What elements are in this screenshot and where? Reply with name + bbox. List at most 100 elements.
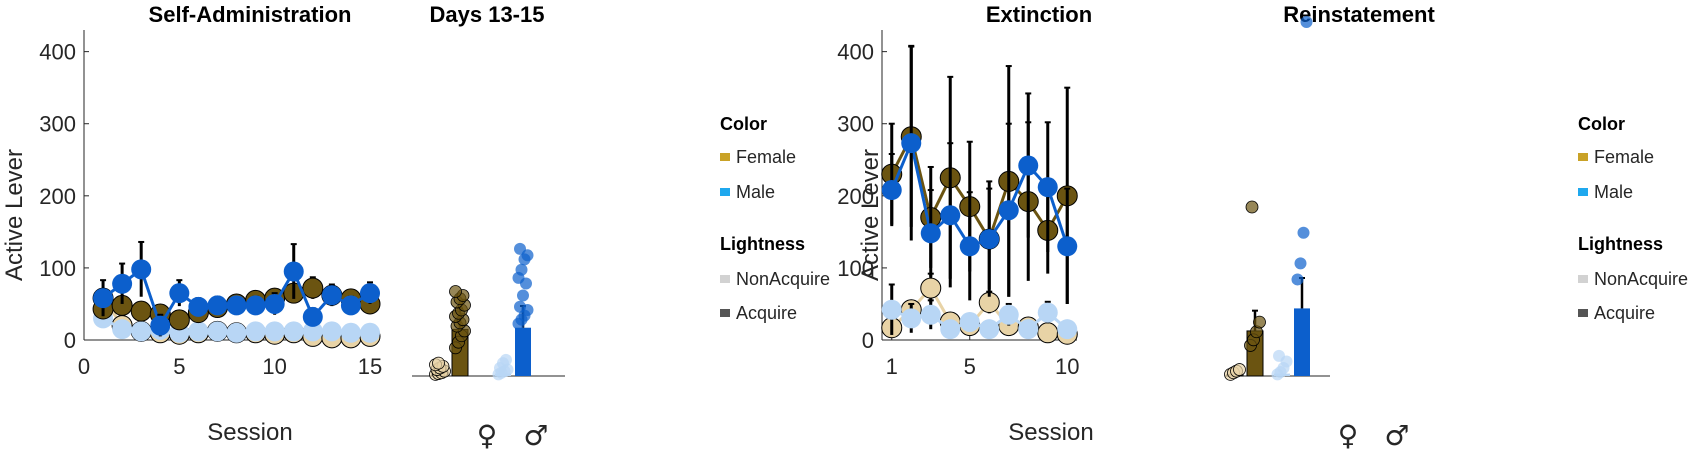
data-point: [321, 321, 342, 342]
data-point: [302, 321, 323, 342]
data-point: [901, 308, 922, 329]
point-male-nonacquire: [1273, 349, 1285, 362]
y-tick-label-self-admin: 400: [39, 40, 76, 65]
data-point: [169, 283, 190, 304]
data-point: [940, 205, 961, 226]
title-self-administration: Self-Administration: [149, 2, 352, 27]
point-male-acquire: [514, 242, 526, 255]
y-tick-label-extinction: 200: [837, 184, 874, 209]
legend-lightness-title: Lightness: [720, 234, 805, 254]
point-female-nonacquire: [1233, 363, 1246, 376]
y-tick-label-extinction: 0: [862, 328, 874, 353]
point-male-acquire: [515, 263, 528, 276]
data-point: [131, 321, 152, 342]
data-point: [920, 223, 941, 244]
point-female-acquire: [1253, 315, 1266, 329]
data-point: [940, 319, 961, 340]
series-male-nonacquire-extinction: [881, 283, 1078, 340]
title-days-13-15: Days 13-15: [430, 2, 545, 27]
series-male-acquire-extinction: [881, 44, 1078, 304]
data-point: [93, 288, 114, 309]
point-male-acquire: [1294, 257, 1307, 270]
data-point: [1037, 177, 1058, 198]
panel-self-admin: 0 100 200 300 400 0 5 10 15: [39, 30, 382, 379]
data-point: [979, 319, 1000, 340]
legend-female-label: Female: [1594, 147, 1654, 167]
title-extinction: Extinction: [986, 2, 1092, 27]
data-point: [1037, 322, 1059, 344]
x-tick-label-extinction: 1: [886, 354, 898, 379]
panel-reinstatement: [1224, 15, 1330, 381]
data-point: [1018, 155, 1039, 176]
x-tick-label-self-admin: 15: [358, 354, 382, 379]
point-male-nonacquire: [500, 353, 512, 366]
point-female-nonacquire: [432, 356, 445, 370]
data-point: [130, 300, 152, 322]
legend-acquire-label: Acquire: [736, 303, 797, 323]
data-point: [188, 321, 209, 342]
legend-color-title: Color: [720, 114, 767, 134]
data-point: [1018, 319, 1039, 340]
data-point: [959, 236, 980, 257]
series-line: [890, 132, 1069, 243]
legend-male-label: Male: [736, 182, 775, 202]
legend-acquire-swatch: [720, 309, 730, 317]
legend-nonacquire-swatch: [720, 275, 730, 283]
x-tick-label-extinction: 10: [1055, 354, 1079, 379]
data-point: [188, 296, 209, 317]
xlabel-extinction: Session: [1008, 419, 1093, 446]
y-tick-label-self-admin: 100: [39, 256, 76, 281]
legend-female-label: Female: [736, 147, 796, 167]
y-tick-label-self-admin: 0: [64, 328, 76, 353]
legend-lightness-title: Lightness: [1578, 234, 1663, 254]
ylabel-self-administration: Active Lever: [1, 149, 28, 281]
bar-male-acquire: [515, 327, 531, 376]
data-point: [302, 277, 324, 299]
legend-male-swatch: [1578, 188, 1588, 196]
category-male-reinstatement: ♂: [1384, 419, 1409, 452]
data-point: [283, 321, 304, 342]
data-point: [264, 293, 285, 314]
y-tick-label-extinction: 300: [837, 112, 874, 137]
legend-male-label: Male: [1594, 182, 1633, 202]
panel-extinction: 0 100 200 300 400 1 5 10: [837, 30, 1079, 379]
data-point: [360, 283, 380, 304]
data-point: [302, 306, 323, 327]
data-point: [881, 299, 902, 320]
data-point: [131, 259, 152, 280]
point-female-acquire: [1245, 200, 1259, 214]
legend-color-title: Color: [1578, 114, 1625, 134]
panel-days-13-15: [412, 242, 565, 381]
series-line: [890, 138, 1069, 249]
xlabel-self-administration: Session: [207, 419, 292, 446]
data-point: [226, 295, 247, 316]
data-point: [168, 309, 190, 331]
data-point: [264, 321, 285, 342]
category-male-days: ♂: [523, 419, 548, 452]
y-tick-label-self-admin: 200: [39, 184, 76, 209]
legend-nonacquire-swatch: [1578, 275, 1588, 283]
data-point: [881, 180, 902, 201]
data-point: [112, 319, 133, 340]
legend-nonacquire-label: NonAcquire: [736, 269, 830, 289]
series-male-acquire-self-admin: [93, 240, 380, 337]
data-point: [979, 229, 1000, 250]
x-tick-label-self-admin: 10: [262, 354, 286, 379]
data-point: [207, 295, 228, 316]
point-male-acquire: [517, 289, 529, 302]
data-point: [112, 273, 133, 294]
data-point: [150, 315, 171, 336]
legend-right: Color Female Male Lightness NonAcquire A…: [1578, 114, 1688, 323]
category-female-reinstatement: ♀: [1338, 419, 1359, 452]
x-tick-label-self-admin: 0: [78, 354, 90, 379]
series-male-nonacquire-self-admin: [93, 308, 380, 343]
data-point: [226, 322, 247, 343]
point-female-acquire: [449, 285, 462, 298]
point-male-acquire: [1297, 226, 1310, 239]
data-point: [959, 311, 980, 332]
data-point: [1057, 236, 1078, 257]
data-point: [998, 200, 1019, 221]
legend-male-swatch: [720, 188, 730, 196]
